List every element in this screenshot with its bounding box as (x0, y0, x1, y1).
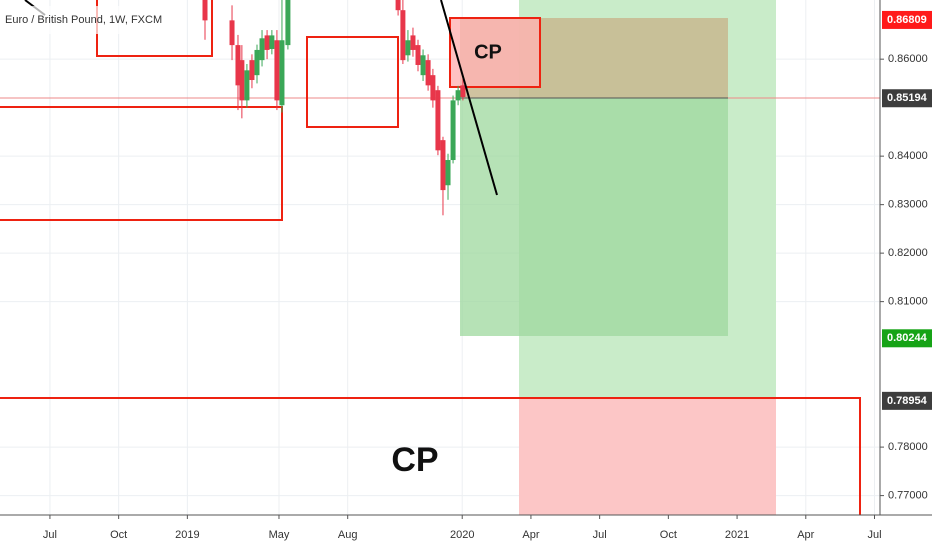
price-label-bg (882, 10, 932, 29)
x-tick-label: Aug (338, 529, 358, 541)
annotation: CP (474, 41, 502, 63)
candle-body (410, 35, 416, 50)
candle-body (249, 60, 255, 81)
candle-body (274, 40, 280, 101)
candle-body (420, 55, 426, 76)
candle-body (259, 38, 265, 61)
price-label-bg (882, 391, 932, 410)
candle-body (269, 35, 275, 49)
price-label: 0.78954 (887, 395, 928, 407)
axes: 0.86000 0.84000 0.83000 0.82000 0.81000 0.780… (43, 10, 932, 541)
y-tick-label: 0.81000 (888, 296, 928, 308)
x-tick-label: Oct (660, 529, 677, 541)
stop-zone (519, 398, 776, 515)
candle-body (202, 0, 208, 21)
y-tick-label: 0.82000 (888, 247, 928, 259)
zone-box (449, 17, 541, 88)
x-tick-label: Apr (522, 529, 539, 541)
candle-body (435, 90, 441, 151)
x-tick-label: 2021 (725, 529, 749, 541)
x-tick-label: Jul (593, 529, 607, 541)
x-tick-label: 2020 (450, 529, 474, 541)
price-label: 0.80244 (887, 332, 928, 344)
y-tick-label: 0.77000 (888, 490, 928, 502)
x-tick-label: 2019 (175, 529, 199, 541)
y-tick-label: 0.78000 (888, 441, 928, 453)
candle-body (264, 35, 270, 50)
y-tick-label: 0.84000 (888, 150, 928, 162)
zone-box (0, 106, 283, 221)
candles (202, 0, 466, 216)
y-axis-panel (880, 0, 932, 550)
candle-body (285, 0, 291, 46)
price-label-bg (882, 89, 932, 108)
x-tick-label: May (269, 529, 290, 541)
position-profit (460, 98, 728, 336)
y-tick-label: 0.83000 (888, 199, 928, 211)
candle-body (440, 140, 446, 191)
trend-line (440, 0, 498, 196)
x-axis-panel (0, 515, 932, 550)
candle-body (430, 75, 436, 101)
zone-box (306, 36, 399, 128)
candle-body (400, 10, 406, 61)
candle-body (445, 160, 451, 186)
annotation: CP (391, 441, 438, 479)
x-tick-label: Apr (797, 529, 814, 541)
price-label: 0.85194 (887, 92, 928, 104)
candle-body (395, 0, 401, 11)
candle-body (235, 45, 241, 86)
y-tick-label: 0.86000 (888, 53, 928, 65)
x-tick-label: Oct (110, 529, 127, 541)
candle-body (254, 49, 260, 76)
candle-body (455, 90, 461, 101)
candle-body (279, 40, 285, 106)
candle-body (239, 60, 245, 101)
candle-body (405, 40, 411, 56)
candle-body (425, 60, 431, 86)
title-bg (0, 6, 158, 34)
x-tick-label: Jul (43, 529, 57, 541)
candle-body (415, 45, 421, 65)
candle-body (229, 20, 235, 46)
price-label: 0.86809 (887, 14, 927, 26)
candle-body (460, 85, 466, 97)
candle-body (450, 100, 456, 161)
candle-body (244, 70, 250, 101)
price-label-bg (882, 329, 932, 348)
x-tick-label: Jul (867, 529, 881, 541)
chart-title: Euro / British Pound, 1W, FXCM (5, 14, 162, 26)
